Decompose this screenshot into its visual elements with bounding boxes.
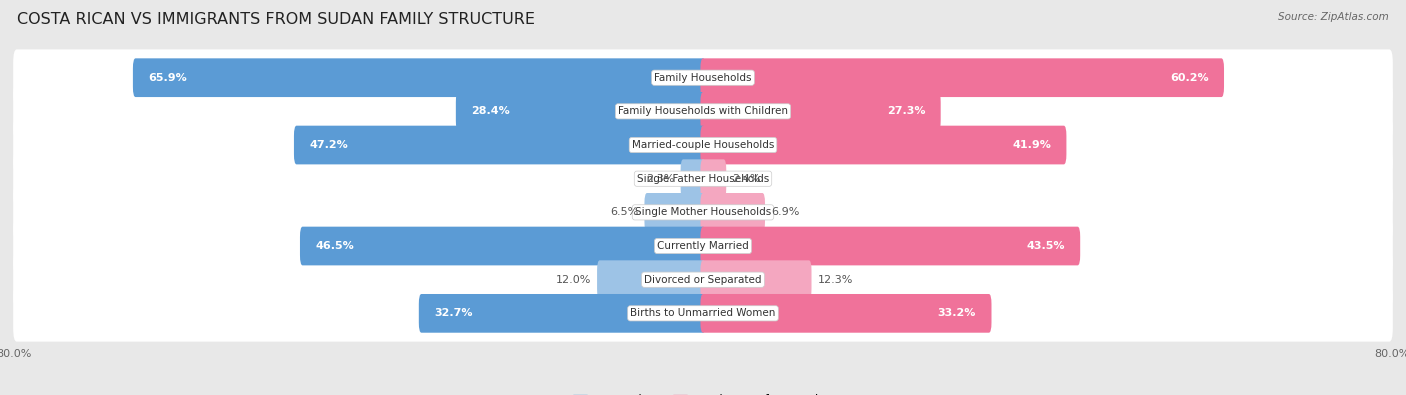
FancyBboxPatch shape <box>13 251 1393 308</box>
Text: COSTA RICAN VS IMMIGRANTS FROM SUDAN FAMILY STRUCTURE: COSTA RICAN VS IMMIGRANTS FROM SUDAN FAM… <box>17 12 534 27</box>
FancyBboxPatch shape <box>700 126 1066 164</box>
Text: Currently Married: Currently Married <box>657 241 749 251</box>
Text: Family Households with Children: Family Households with Children <box>619 106 787 117</box>
Text: 60.2%: 60.2% <box>1170 73 1209 83</box>
Text: Family Households: Family Households <box>654 73 752 83</box>
Text: 12.0%: 12.0% <box>555 275 591 285</box>
Text: Single Father Households: Single Father Households <box>637 174 769 184</box>
FancyBboxPatch shape <box>419 294 706 333</box>
Text: 6.5%: 6.5% <box>610 207 638 217</box>
FancyBboxPatch shape <box>700 159 727 198</box>
FancyBboxPatch shape <box>700 294 991 333</box>
Text: 12.3%: 12.3% <box>817 275 853 285</box>
Text: 65.9%: 65.9% <box>149 73 187 83</box>
FancyBboxPatch shape <box>598 260 706 299</box>
Text: 46.5%: 46.5% <box>315 241 354 251</box>
Legend: Costa Rican, Immigrants from Sudan: Costa Rican, Immigrants from Sudan <box>568 389 838 395</box>
Text: Source: ZipAtlas.com: Source: ZipAtlas.com <box>1278 12 1389 22</box>
Text: 32.7%: 32.7% <box>434 308 472 318</box>
FancyBboxPatch shape <box>700 227 1080 265</box>
FancyBboxPatch shape <box>13 285 1393 342</box>
FancyBboxPatch shape <box>13 150 1393 207</box>
Text: Married-couple Households: Married-couple Households <box>631 140 775 150</box>
FancyBboxPatch shape <box>681 159 706 198</box>
FancyBboxPatch shape <box>700 58 1225 97</box>
FancyBboxPatch shape <box>294 126 706 164</box>
FancyBboxPatch shape <box>644 193 706 232</box>
FancyBboxPatch shape <box>456 92 706 131</box>
Text: 43.5%: 43.5% <box>1026 241 1064 251</box>
Text: 41.9%: 41.9% <box>1012 140 1050 150</box>
Text: 47.2%: 47.2% <box>309 140 349 150</box>
Text: 33.2%: 33.2% <box>938 308 976 318</box>
FancyBboxPatch shape <box>700 193 765 232</box>
FancyBboxPatch shape <box>13 117 1393 173</box>
FancyBboxPatch shape <box>13 184 1393 241</box>
Text: 2.4%: 2.4% <box>733 174 761 184</box>
Text: Births to Unmarried Women: Births to Unmarried Women <box>630 308 776 318</box>
FancyBboxPatch shape <box>13 83 1393 140</box>
Text: 6.9%: 6.9% <box>770 207 800 217</box>
FancyBboxPatch shape <box>700 260 811 299</box>
FancyBboxPatch shape <box>13 218 1393 274</box>
FancyBboxPatch shape <box>134 58 706 97</box>
Text: Divorced or Separated: Divorced or Separated <box>644 275 762 285</box>
FancyBboxPatch shape <box>13 49 1393 106</box>
Text: 27.3%: 27.3% <box>887 106 925 117</box>
Text: Single Mother Households: Single Mother Households <box>636 207 770 217</box>
FancyBboxPatch shape <box>299 227 706 265</box>
Text: 28.4%: 28.4% <box>471 106 510 117</box>
FancyBboxPatch shape <box>700 92 941 131</box>
Text: 2.3%: 2.3% <box>647 174 675 184</box>
